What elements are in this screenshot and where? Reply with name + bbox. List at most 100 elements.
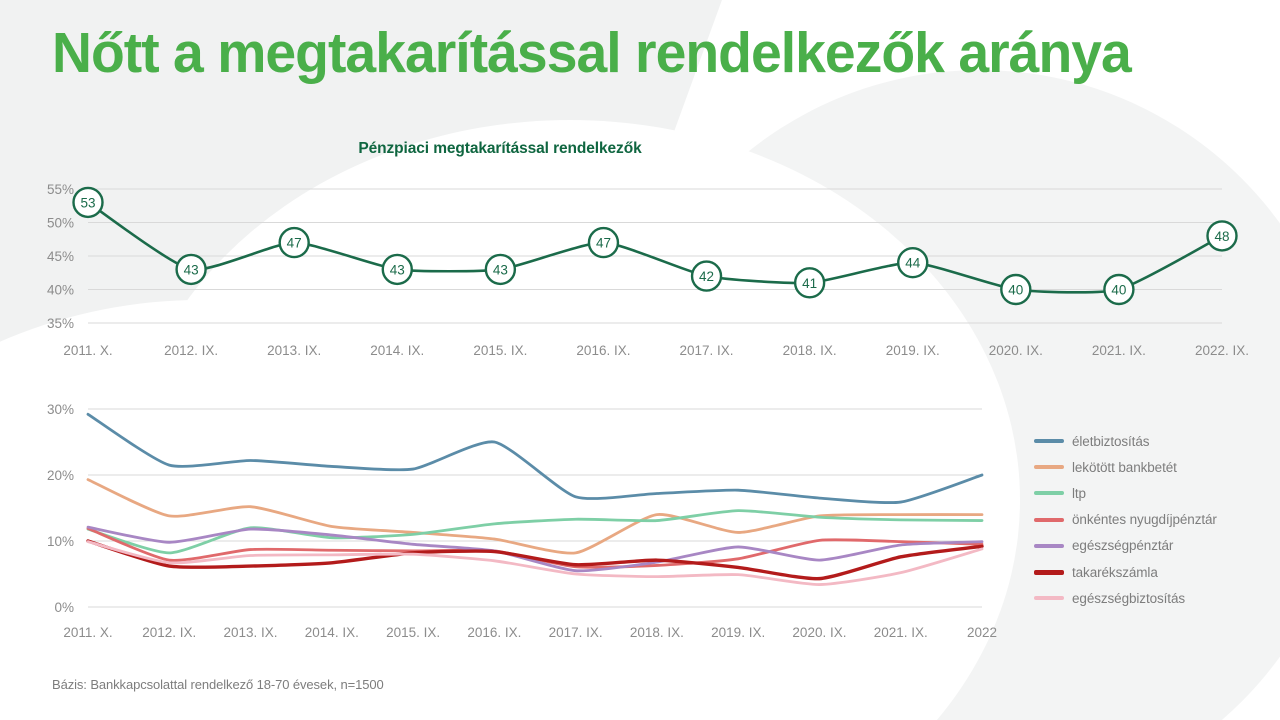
page-title: Nőtt a megtakarítással rendelkezők arány… (52, 21, 1132, 85)
top-data-point: 41 (793, 267, 826, 299)
top-marker-circle (587, 226, 620, 259)
legend-item[interactable]: ltp (1034, 480, 1274, 506)
top-marker-circle (690, 260, 723, 292)
top-marker-circle (897, 246, 929, 279)
top-x-tick-label: 2020. IX. (989, 343, 1043, 358)
bottom-y-tick-label: 0% (54, 600, 74, 615)
legend-swatch-5 (1034, 543, 1064, 548)
bottom-series-line (86, 539, 984, 581)
legend-item[interactable]: életbiztosítás (1034, 428, 1274, 454)
top-data-point: 40 (1103, 273, 1135, 306)
legend-label: ltp (1072, 485, 1086, 501)
legend-label: önkéntes nyugdíjpénztár (1072, 512, 1217, 528)
top-data-label: 47 (287, 236, 302, 251)
bottom-series-line (86, 412, 984, 505)
bottom-x-tick-label: 2015. IX. (386, 625, 440, 640)
top-marker-circle (484, 253, 517, 286)
top-data-point: 43 (175, 253, 207, 286)
top-marker-circle (1206, 220, 1238, 252)
legend-item[interactable]: egészségbiztosítás (1034, 585, 1274, 611)
top-marker-circle (381, 253, 413, 286)
top-marker-circle (1103, 273, 1135, 306)
legend-swatch-7 (1034, 596, 1064, 601)
top-data-label: 43 (184, 262, 199, 277)
top-marker-circle (175, 253, 207, 286)
top-data-label: 43 (390, 262, 405, 277)
bottom-x-tick-label: 2012. IX. (142, 625, 196, 640)
top-data-label: 53 (80, 195, 95, 210)
bottom-series-line (86, 478, 984, 555)
legend-label: lekötött bankbetét (1072, 459, 1177, 475)
top-x-tick-label: 2015. IX. (473, 343, 527, 358)
chart-legend: életbiztosítás lekötött bankbetét ltp önkén… (1034, 428, 1274, 611)
top-data-point: 43 (381, 253, 413, 286)
top-data-label: 47 (596, 236, 611, 251)
top-marker-circle (278, 226, 310, 259)
bottom-x-tick-label: 2017. IX. (549, 625, 603, 640)
top-x-tick-label: 2012. IX. (164, 343, 218, 358)
legend-item[interactable]: lekötött bankbetét (1034, 454, 1274, 480)
top-data-label: 42 (699, 269, 714, 284)
bottom-x-tick-label: 2022 (967, 625, 997, 640)
legend-label: egészségpénztár (1072, 538, 1174, 554)
legend-label: takarékszámla (1072, 564, 1158, 580)
top-data-label: 44 (905, 256, 921, 271)
top-x-tick-label: 2022. IX. (1195, 343, 1249, 358)
top-series-line (87, 201, 1223, 294)
top-x-tick-label: 2013. IX. (267, 343, 321, 358)
top-data-point: 44 (897, 246, 929, 279)
legend-item[interactable]: takarékszámla (1034, 559, 1274, 585)
top-y-tick-label: 35% (47, 316, 74, 331)
top-marker-circle (793, 267, 826, 299)
top-x-tick-label: 2016. IX. (576, 343, 630, 358)
top-x-tick-label: 2014. IX. (370, 343, 424, 358)
top-y-tick-label: 50% (47, 216, 74, 231)
top-x-tick-label: 2018. IX. (783, 343, 837, 358)
bottom-x-tick-label: 2011. X. (63, 625, 112, 640)
top-marker-circle (72, 186, 104, 219)
bottom-series-line (86, 540, 984, 586)
top-data-point: 47 (587, 226, 620, 259)
top-data-point: 43 (484, 253, 517, 286)
bottom-series-line (86, 525, 984, 573)
legend-swatch-3 (1034, 491, 1064, 496)
legend-swatch-1 (1034, 439, 1064, 444)
legend-item[interactable]: önkéntes nyugdíjpénztár (1034, 507, 1274, 533)
bottom-chart-svg: 0% 10% 20% 30% 2011. X. 2012. IX. 2013. IX. 201… (47, 402, 997, 640)
bottom-x-tick-label: 2019. IX. (711, 625, 765, 640)
top-chart-svg: 35% 40% 45% 50% 55% 53 43 47 43 43 47 42 41 44 40 40 48 2… (47, 182, 1249, 358)
top-data-point: 48 (1206, 220, 1238, 252)
top-x-tick-label: 2011. X. (63, 343, 112, 358)
top-data-label: 40 (1111, 283, 1126, 298)
top-x-tick-label: 2021. IX. (1092, 343, 1146, 358)
legend-label: egészségbiztosítás (1072, 590, 1186, 606)
bottom-x-tick-label: 2016. IX. (467, 625, 521, 640)
top-data-point: 53 (72, 186, 104, 219)
top-marker-circle (1000, 273, 1032, 306)
bottom-y-tick-label: 10% (47, 534, 74, 549)
top-data-label: 41 (802, 276, 817, 291)
bottom-x-tick-label: 2018. IX. (630, 625, 684, 640)
legend-swatch-2 (1034, 465, 1064, 470)
legend-swatch-4 (1034, 517, 1064, 522)
chart-megtakaritasi-formak: 0% 10% 20% 30% 2011. X. 2012. IX. 2013. IX. 201… (0, 395, 1030, 640)
top-y-tick-label: 45% (47, 249, 74, 264)
legend-label: életbiztosítás (1072, 433, 1150, 449)
top-y-tick-label: 40% (47, 283, 74, 298)
bottom-x-tick-label: 2014. IX. (305, 625, 359, 640)
top-data-label: 40 (1008, 283, 1023, 298)
chart-penzpiaci-megtakaritas: 35% 40% 45% 50% 55% 53 43 47 43 43 47 42 41 44 40 40 48 2… (0, 175, 1280, 365)
top-x-tick-label: 2017. IX. (680, 343, 734, 358)
top-data-point: 40 (1000, 273, 1032, 306)
top-data-point: 42 (690, 260, 723, 292)
bottom-x-tick-label: 2013. IX. (224, 625, 278, 640)
top-data-label: 48 (1214, 229, 1229, 244)
legend-item[interactable]: egészségpénztár (1034, 533, 1274, 559)
top-data-point: 47 (278, 226, 310, 259)
bottom-x-tick-label: 2020. IX. (792, 625, 846, 640)
chart-top-title: Pénzpiaci megtakarítással rendelkezők (358, 140, 642, 157)
footnote-base: Bázis: Bankkapcsolattal rendelkező 18-70… (52, 677, 384, 692)
top-x-tick-label: 2019. IX. (886, 343, 940, 358)
